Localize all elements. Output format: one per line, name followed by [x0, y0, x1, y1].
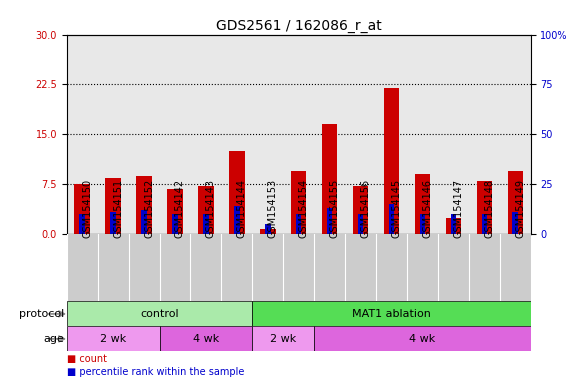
Bar	[110, 212, 116, 234]
Bar	[74, 184, 90, 234]
Bar	[322, 124, 338, 234]
Bar	[481, 214, 487, 234]
Text: GSM154156: GSM154156	[361, 179, 371, 238]
Text: age: age	[43, 334, 64, 344]
Text: GSM154143: GSM154143	[206, 179, 216, 238]
Text: 2 wk: 2 wk	[100, 334, 126, 344]
Bar	[358, 214, 363, 234]
Text: control: control	[140, 309, 179, 319]
Text: ■ count: ■ count	[67, 354, 107, 364]
Text: ■ percentile rank within the sample: ■ percentile rank within the sample	[67, 367, 244, 377]
Bar	[203, 214, 209, 234]
Bar	[79, 214, 85, 234]
Text: GSM154147: GSM154147	[454, 179, 463, 238]
Text: GSM154154: GSM154154	[299, 179, 309, 238]
Bar	[160, 326, 252, 351]
Bar	[451, 214, 456, 234]
Bar	[172, 214, 177, 234]
Bar	[229, 151, 245, 234]
Text: GSM154151: GSM154151	[113, 179, 123, 238]
Text: protocol: protocol	[19, 309, 64, 319]
Bar	[420, 214, 425, 234]
Bar	[384, 88, 399, 234]
Text: GSM154146: GSM154146	[422, 179, 433, 238]
Bar	[265, 224, 270, 234]
Bar	[296, 214, 302, 234]
Bar	[477, 181, 492, 234]
Text: GSM154144: GSM154144	[237, 179, 247, 238]
Text: GSM154150: GSM154150	[82, 179, 92, 238]
Bar	[198, 186, 213, 234]
Bar	[106, 178, 121, 234]
Text: GSM154152: GSM154152	[144, 178, 154, 238]
Bar	[252, 301, 531, 326]
Bar	[260, 229, 276, 234]
Bar	[67, 326, 160, 351]
Text: GSM154153: GSM154153	[268, 179, 278, 238]
Text: GSM154148: GSM154148	[484, 179, 494, 238]
Text: 4 wk: 4 wk	[409, 334, 436, 344]
Bar	[252, 326, 314, 351]
Bar	[142, 210, 147, 234]
Text: GSM154149: GSM154149	[515, 179, 525, 238]
Bar	[513, 212, 518, 234]
Bar	[327, 208, 332, 234]
Text: GSM154142: GSM154142	[175, 179, 185, 238]
Bar	[353, 186, 368, 234]
Bar	[508, 171, 523, 234]
Text: GSM154145: GSM154145	[392, 179, 401, 238]
Bar	[167, 189, 183, 234]
Bar	[445, 218, 461, 234]
Bar	[67, 301, 252, 326]
Text: 2 wk: 2 wk	[270, 334, 296, 344]
Bar	[291, 171, 306, 234]
Text: 4 wk: 4 wk	[193, 334, 219, 344]
Bar	[314, 326, 531, 351]
Bar	[415, 174, 430, 234]
Text: GDS2561 / 162086_r_at: GDS2561 / 162086_r_at	[216, 19, 382, 33]
Bar	[389, 204, 394, 234]
Bar	[136, 175, 152, 234]
Text: GSM154155: GSM154155	[329, 178, 340, 238]
Bar	[234, 206, 240, 234]
Text: MAT1 ablation: MAT1 ablation	[352, 309, 431, 319]
